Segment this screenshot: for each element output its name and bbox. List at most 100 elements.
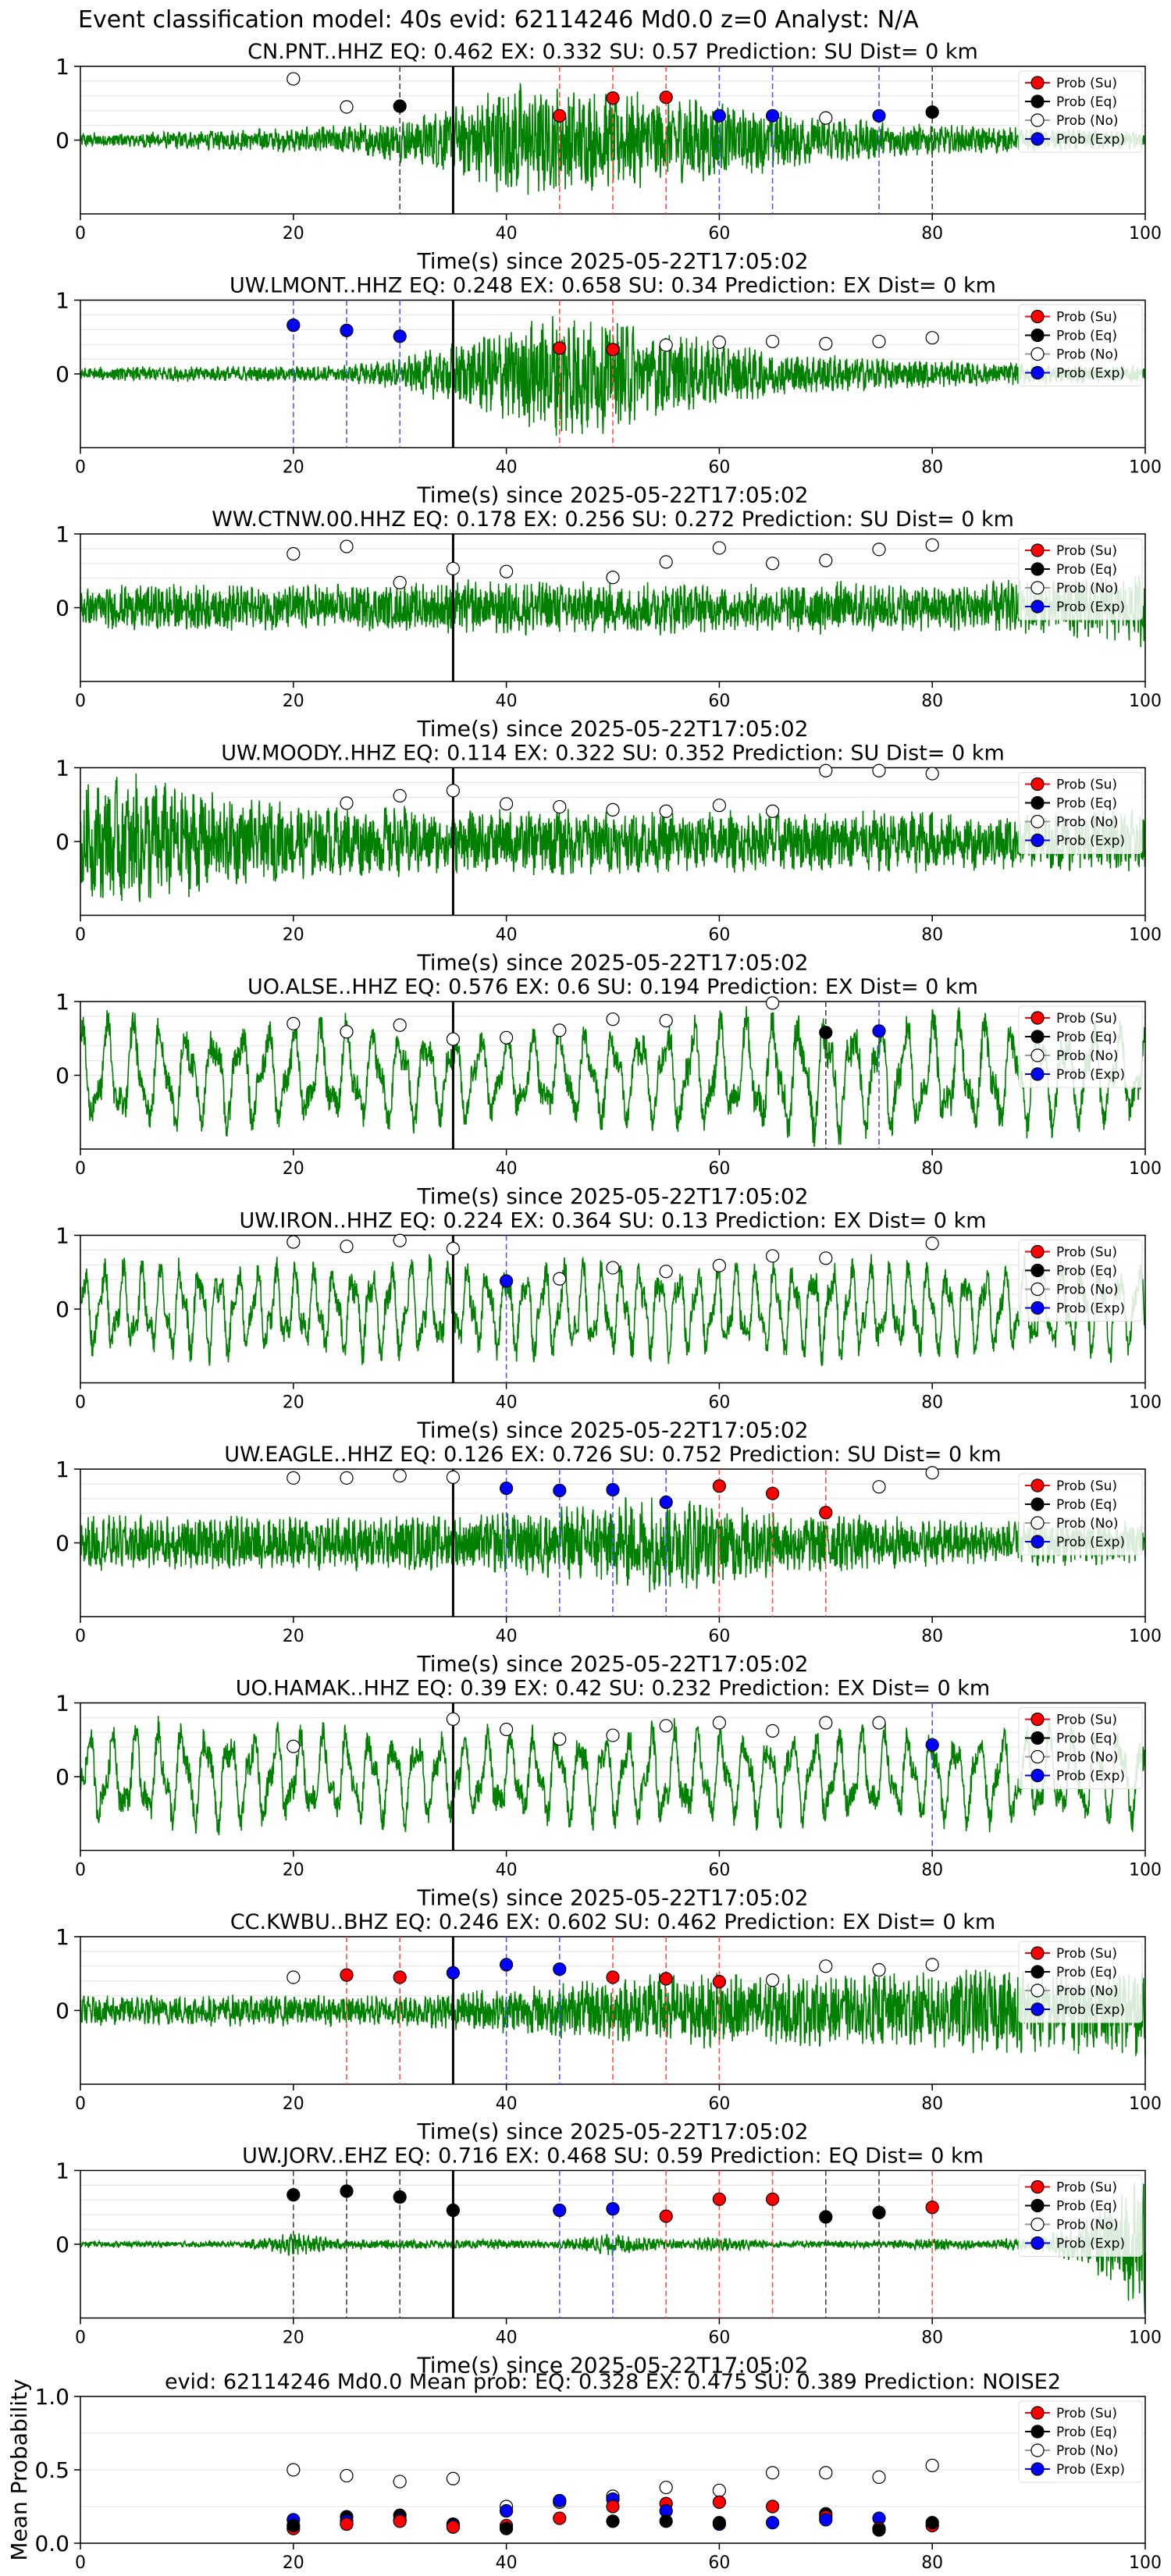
legend-label-su: Prob (Su) [1056,1713,1117,1728]
prob-point-exp [606,1482,620,1497]
prob-point-no [393,575,407,589]
x-tick-label: 80 [921,224,943,244]
prob-point-eq [872,2523,886,2537]
legend-label-no: Prob (No) [1056,1984,1119,1999]
prob-point-no [393,788,407,803]
legend-label-su: Prob (Su) [1056,2180,1117,2196]
prob-point-exp [553,1962,567,1976]
x-tick-label: 20 [283,2094,304,2114]
legend-box [1018,2400,1143,2483]
prob-point-no [925,1236,939,1251]
prob-point-exp [499,2504,514,2518]
x-tick-label: 40 [496,2329,518,2348]
x-tick-label: 0 [75,2329,86,2348]
legend-marker-eq [1030,562,1045,576]
legend-label-no: Prob (No) [1056,1750,1119,1766]
x-tick-label: 0 [75,926,86,945]
prob-point-no [925,1466,939,1480]
legend-marker-su [1030,2406,1045,2420]
legend-marker-su [1030,309,1045,324]
prob-point-no [819,553,833,568]
waveform-trace [80,773,1146,902]
prob-point-exp [340,323,354,337]
y-tick-label: 1 [55,1223,69,1249]
prob-point-eq [499,2521,514,2535]
prob-point-no [606,802,620,817]
y-tick-label: 0 [55,2232,69,2258]
prob-point-exp [393,329,407,343]
prob-point-no [925,331,939,345]
legend-marker-no [1030,1282,1045,1297]
x-tick-label: 60 [708,2329,730,2348]
prob-point-no [659,555,673,569]
prob-point-exp [287,318,301,333]
x-tick-label: 80 [921,692,943,711]
legend-label-su: Prob (Su) [1056,76,1117,91]
legend-marker-eq [1030,1263,1045,1278]
prob-point-no [287,1970,301,1984]
legend-marker-su [1030,76,1045,90]
y-tick-label: 0 [55,128,69,154]
y-tick-label: 0 [55,1297,69,1322]
y-tick-label: 0 [55,596,69,621]
legend-marker-su [1030,543,1045,557]
prob-point-su [712,1479,727,1493]
prob-point-no [446,561,461,576]
chart-panel-11: evid: 62114246 Md0.0 Mean prob: EQ: 0.32… [6,2370,1162,2573]
x-tick-label: 100 [1129,2094,1162,2114]
legend-label-exp: Prob (Exp) [1056,1535,1125,1550]
prob-point-no [872,543,886,557]
x-tick-label: 20 [283,1861,304,1880]
legend-label-eq: Prob (Eq) [1056,562,1117,578]
legend-label-exp: Prob (Exp) [1056,1301,1125,1317]
prob-point-su [659,2209,673,2223]
legend-label-eq: Prob (Eq) [1056,329,1117,344]
legend-marker-su [1030,1478,1045,1493]
legend-marker-exp [1030,833,1045,848]
legend-box [1018,772,1143,854]
prob-point-no [712,799,727,813]
legend-box [1018,1005,1143,1088]
x-tick-label: 0 [75,224,86,244]
prob-point-eq [925,105,939,119]
prob-point-eq [819,1026,833,1040]
prob-point-eq [287,2188,301,2202]
x-tick-label: 40 [496,2553,518,2573]
prob-point-no [819,763,833,777]
x-tick-label: 40 [496,458,518,478]
prob-point-no [446,1712,461,1726]
legend-label-su: Prob (Su) [1056,1245,1117,1261]
legend-marker-eq [1030,1965,1045,1979]
prob-point-no [340,1240,354,1254]
legend-marker-no [1030,2217,1045,2232]
chart-panel-1: CN.PNT..HHZ EQ: 0.462 EX: 0.332 SU: 0.57… [55,40,1162,274]
legend-box [1018,70,1143,153]
prob-point-no [287,546,301,561]
prob-point-su [712,1975,727,1989]
prob-point-no [659,2480,673,2495]
x-tick-label: 60 [708,2553,730,2573]
legend-marker-eq [1030,1497,1045,1511]
y-tick-label: 1 [55,521,69,547]
prob-point-no [925,2458,939,2472]
y-tick-label: 1 [55,288,69,314]
prob-point-no [499,564,514,578]
prob-point-no [659,804,673,818]
prob-point-no [765,1249,780,1263]
prob-point-no [819,2466,833,2480]
legend-marker-no [1030,1984,1045,1998]
prob-point-no [393,2475,407,2489]
x-tick-label: 100 [1129,1861,1162,1880]
prob-point-su [553,341,567,355]
chart-panel-5: UO.ALSE..HHZ EQ: 0.576 EX: 0.6 SU: 0.194… [55,975,1162,1209]
x-tick-label: 100 [1129,224,1162,244]
y-tick-label: 0 [55,829,69,855]
prob-point-no [712,335,727,349]
prob-point-eq [393,2190,407,2204]
x-tick-label: 20 [283,1627,304,1646]
x-tick-label: 20 [283,224,304,244]
prob-point-su [819,1506,833,1520]
prob-point-no [872,334,886,349]
y-tick-label: 1.0 [34,2384,69,2410]
